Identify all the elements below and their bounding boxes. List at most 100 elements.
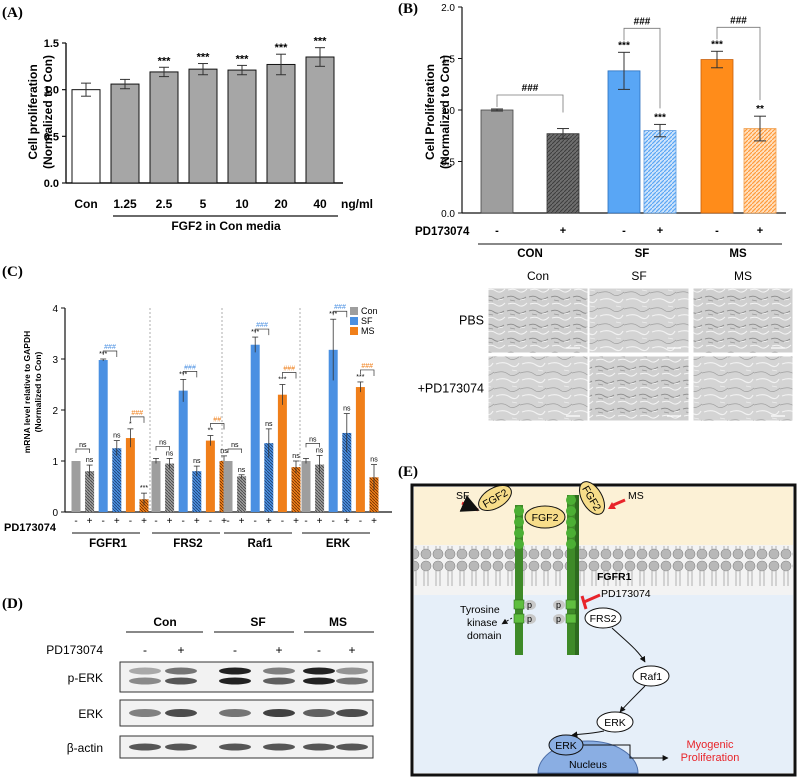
chart-a-xtick-label: 40 [313, 197, 327, 211]
chart-b-bracket [716, 26, 761, 101]
chart-b-group-label: MS [729, 248, 747, 260]
chart-c-ytick-label: 4 [52, 304, 58, 315]
chart-a-bar [149, 71, 179, 184]
micrograph-row-label: PBS [459, 314, 484, 328]
chart-c-legend-label: MS [361, 326, 375, 336]
western-band [129, 709, 161, 717]
chart-c-bar [250, 344, 260, 512]
chart-b-treatment-sign: - [495, 225, 499, 237]
chart-b-bracket-label: ### [634, 16, 651, 27]
chart-b: Cell Proliferation(Normalized to Con) 0.… [415, 3, 786, 260]
chart-c-bracket [182, 371, 198, 378]
output-arrow [583, 744, 669, 761]
chart-a-bar [110, 83, 140, 184]
chart-c-bar [369, 477, 379, 512]
chart-c-significance: ** [208, 428, 214, 435]
chart-c-bracket [210, 423, 225, 430]
chart-a-xtick-label: 10 [235, 197, 249, 211]
western-group-label: MS [329, 615, 347, 629]
micrograph-image [588, 355, 690, 422]
chart-a-bar [188, 68, 218, 184]
chart-b-significance: *** [711, 39, 723, 50]
chart-c-gene-row: FGFR1 FRS2 Raf1 ERK [72, 532, 370, 550]
western-treatment-sign: + [177, 643, 184, 657]
panel-label-b: (B) [398, 1, 418, 17]
micrograph-image [692, 355, 794, 422]
frs2-label: FRS2 [590, 613, 617, 625]
chart-c-bar [178, 390, 188, 512]
western-treatment-sign: - [143, 643, 147, 657]
chart-c-significance: ns [292, 453, 300, 460]
chart-a-bar [266, 63, 296, 184]
inhibitor-bar [580, 595, 588, 610]
western-band [303, 677, 335, 685]
chart-c-significance: ns [238, 467, 246, 474]
chart-c-bracket [332, 310, 348, 318]
chart-b-bracket-label: ### [522, 83, 539, 94]
chart-c-bracket [360, 369, 375, 376]
tk-line2: kinase [467, 617, 498, 629]
western-row-label: β-actin [67, 741, 103, 755]
panel-label-d: (D) [2, 596, 23, 612]
chart-b-ytick-label: 1.5 [441, 55, 455, 66]
western-band [129, 743, 161, 751]
chart-a-ylabel: Cell proliferation(Normalized to Con) [26, 55, 55, 169]
fgfr1-label: FGFR1 [597, 571, 632, 583]
chart-a-ytick-label: 0.0 [44, 178, 59, 190]
chart-c-bar [205, 440, 215, 512]
chart-b-group-label: CON [517, 248, 543, 260]
chart-c-treatment-sign: + [167, 516, 173, 527]
chart-c-legend-label: Con [361, 306, 378, 316]
western-band [129, 677, 161, 685]
chart-c-significance: ns [316, 447, 324, 454]
chart-c-legend-swatch [350, 327, 358, 335]
chart-c-bar [165, 463, 175, 512]
western-group-label: Con [153, 615, 176, 629]
chart-b-bar [480, 109, 514, 214]
ms-arrowhead [608, 502, 616, 509]
chart-b-ytick-label: 0.0 [441, 209, 455, 220]
chart-c-significance: ns [166, 450, 174, 457]
western-band [263, 709, 295, 717]
micrograph-image [588, 287, 690, 354]
chart-c-treatment-sign: + [87, 516, 93, 527]
chart-a-xtick-label: 2.5 [156, 197, 173, 211]
chart-a-bars: Con 1.25 *** 2.5 *** 5 *** 10 *** 20 *** 40 [71, 36, 335, 211]
erk-node [596, 711, 634, 733]
chart-b-group-label: SF [635, 248, 650, 260]
phospho-label: p [527, 600, 532, 610]
chart-c-gene-label: Raf1 [248, 538, 274, 550]
western-band [165, 743, 197, 751]
chart-c-significance: ns [86, 457, 94, 464]
chart-c-bar [125, 438, 135, 512]
chart-c-bracket-label: ### [334, 304, 346, 311]
chart-c-bar [277, 394, 287, 512]
western-treatment-sign: - [233, 643, 237, 657]
output-label-line2: Proliferation [681, 752, 740, 764]
chart-a-ytick-label: 1.5 [44, 38, 59, 50]
extracellular-region [414, 487, 793, 545]
western-band [263, 743, 295, 751]
erk-label: ERK [604, 717, 626, 729]
fgf2-label-center: FGF2 [532, 512, 559, 524]
fgf2-ligand-center: FGF2 [524, 505, 566, 529]
panel-label-e: (E) [398, 464, 418, 480]
chart-b-group-row: CON SF MS [478, 243, 782, 260]
western-band [336, 743, 368, 751]
western-band [336, 677, 368, 685]
signaling-diagram: FGF2 FGF2 FGF2 SF MS FGFR1 p p p p [410, 481, 797, 777]
chart-a-significance: *** [314, 36, 328, 48]
chart-c-bar [342, 432, 352, 512]
chart-a-bar [227, 69, 257, 184]
ms-label: MS [628, 490, 644, 502]
chart-b-treatment-sign: - [715, 225, 719, 237]
western-band [336, 667, 368, 675]
chart-c-bracket [102, 350, 118, 357]
chart-c-treatment-sign: + [317, 516, 323, 527]
chart-c-bar [139, 499, 149, 512]
sf-label: SF [456, 490, 469, 502]
chart-b-bracket-label: ### [730, 15, 747, 26]
chart-c-gene-label: ERK [326, 538, 351, 550]
chart-b-bracket [496, 94, 564, 113]
chart-c-ytick-label: 1 [52, 457, 58, 468]
